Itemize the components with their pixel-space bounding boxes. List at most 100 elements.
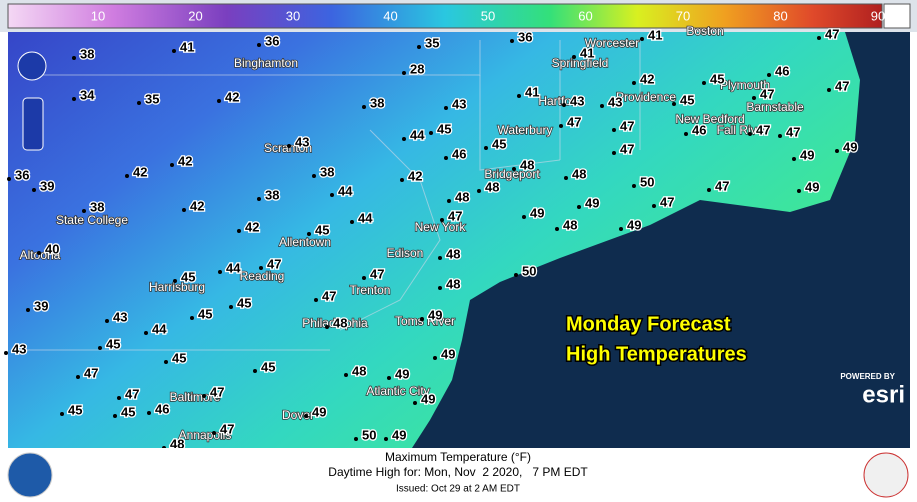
temp-dot	[325, 325, 329, 329]
temp-dot	[827, 88, 831, 92]
temp-label: 38	[370, 95, 384, 110]
temp-label: 41	[648, 27, 662, 42]
temp-label: 35	[425, 35, 439, 50]
temp-label: 48	[446, 276, 460, 291]
temp-dot	[559, 124, 563, 128]
temp-dot	[402, 71, 406, 75]
temp-label: 41	[525, 84, 539, 99]
temp-dot	[105, 319, 109, 323]
city-label: Boston	[686, 24, 723, 38]
legend-label: 90	[871, 8, 885, 23]
temp-label: 45	[198, 306, 212, 321]
temp-dot	[172, 49, 176, 53]
temp-label: 48	[563, 217, 577, 232]
temp-label: 47	[84, 365, 98, 380]
temp-label: 43	[295, 134, 309, 149]
city-label: Providence	[616, 90, 676, 104]
city-label: New Bedford	[675, 112, 744, 126]
temp-label: 47	[370, 266, 384, 281]
temp-label: 43	[608, 94, 622, 109]
city-label: Bridgeport	[484, 167, 540, 181]
temp-label: 47	[567, 114, 581, 129]
pan-control[interactable]	[17, 51, 47, 81]
temp-label: 47	[660, 194, 674, 209]
temp-dot	[113, 414, 117, 418]
temp-dot	[257, 43, 261, 47]
zoom-control[interactable]	[22, 97, 44, 151]
temp-dot	[384, 437, 388, 441]
temp-label: 49	[441, 346, 455, 361]
city-label: Barnstable	[746, 100, 804, 114]
temp-dot	[387, 376, 391, 380]
temp-label: 44	[410, 127, 425, 142]
temp-label: 47	[125, 386, 139, 401]
city-label: Reading	[240, 269, 285, 283]
city-label: Fall River	[717, 123, 768, 137]
temp-dot	[817, 36, 821, 40]
temp-label: 43	[12, 341, 26, 356]
temp-dot	[514, 273, 518, 277]
color-bar	[7, 3, 883, 29]
temp-label: 45	[492, 136, 506, 151]
footer-bg	[8, 448, 910, 502]
temp-dot	[510, 39, 514, 43]
temp-label: 36	[518, 29, 532, 44]
temp-label: 34	[80, 87, 95, 102]
city-label: Allentown	[279, 235, 331, 249]
temp-dot	[212, 431, 216, 435]
temp-label: 45	[710, 71, 724, 86]
temp-label: 42	[245, 219, 259, 234]
temp-dot	[259, 266, 263, 270]
temp-dot	[202, 394, 206, 398]
temp-label: 50	[522, 263, 536, 278]
temp-label: 48	[520, 157, 534, 172]
legend-label: 70	[676, 8, 690, 23]
city-label: Edison	[387, 246, 424, 260]
temp-dot	[433, 356, 437, 360]
footer-issued: Issued: Oct 29 at 2 AM EDT	[396, 484, 520, 495]
temp-dot	[218, 270, 222, 274]
temp-label: 36	[265, 33, 279, 48]
temp-label: 45	[106, 336, 120, 351]
temp-dot	[32, 188, 36, 192]
temp-dot	[797, 189, 801, 193]
legend-label: 30	[286, 8, 300, 23]
temp-dot	[477, 189, 481, 193]
legend-label: 10	[91, 8, 105, 23]
temp-dot	[444, 156, 448, 160]
temp-label: 47	[760, 86, 774, 101]
temp-label: 39	[34, 298, 48, 313]
temp-dot	[253, 369, 257, 373]
temp-label: 43	[113, 309, 127, 324]
city-label: State College	[56, 213, 128, 227]
temp-dot	[257, 197, 261, 201]
temp-dot	[314, 298, 318, 302]
temp-dot	[767, 73, 771, 77]
temp-dot	[612, 151, 616, 155]
temp-dot	[312, 174, 316, 178]
temp-label: 42	[408, 168, 422, 183]
temp-dot	[354, 437, 358, 441]
city-label: Toms River	[395, 314, 455, 328]
temp-label: 39	[40, 178, 54, 193]
temp-label: 49	[585, 195, 599, 210]
legend-label: 20	[188, 8, 202, 23]
color-bar-end	[883, 3, 911, 29]
temp-dot	[702, 81, 706, 85]
temp-dot	[778, 134, 782, 138]
temp-dot	[600, 104, 604, 108]
temp-dot	[229, 305, 233, 309]
footer-title: Maximum Temperature (°F)	[385, 450, 531, 464]
temp-dot	[447, 199, 451, 203]
temp-dot	[517, 94, 521, 98]
temp-label: 44	[152, 321, 167, 336]
temp-label: 48	[485, 179, 499, 194]
temp-dot	[684, 132, 688, 136]
temp-dot	[619, 227, 623, 231]
temp-label: 42	[133, 164, 147, 179]
temp-label: 47	[786, 124, 800, 139]
temp-dot	[60, 412, 64, 416]
temp-dot	[512, 167, 516, 171]
legend-label: 60	[578, 8, 592, 23]
city-label: Scranton	[264, 141, 312, 155]
